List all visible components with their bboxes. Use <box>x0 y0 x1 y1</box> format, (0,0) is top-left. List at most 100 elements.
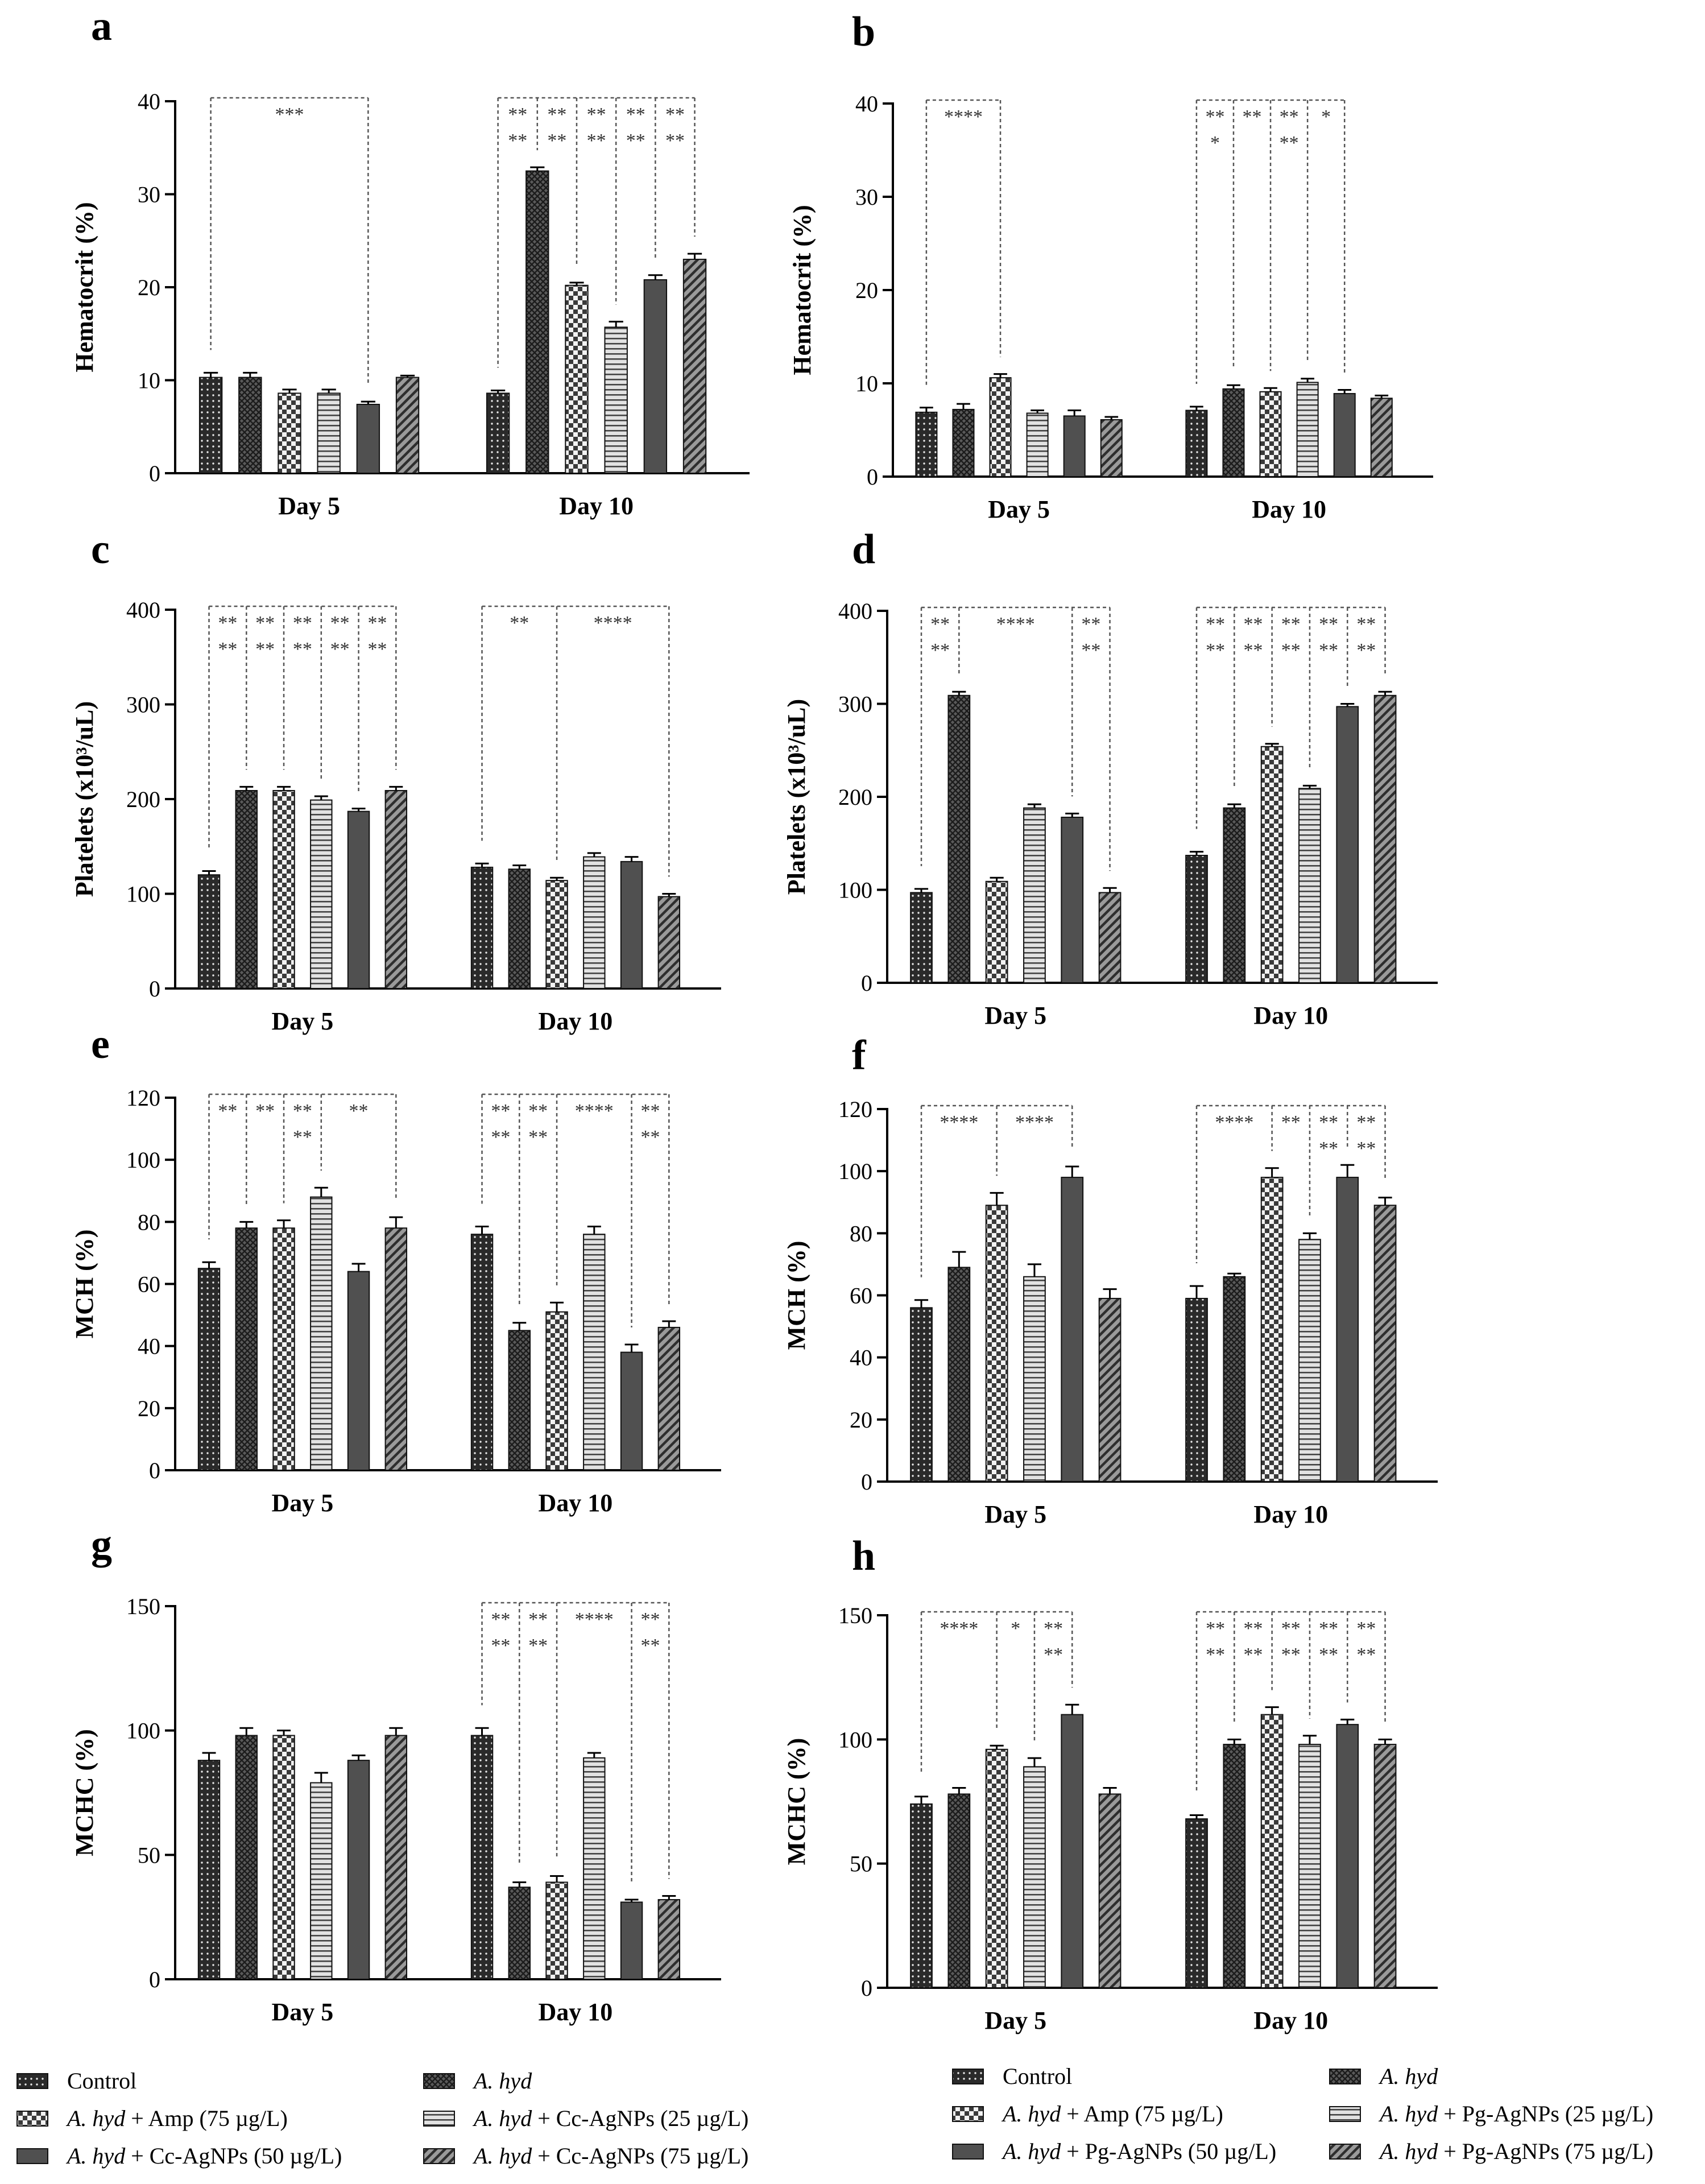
bar <box>1298 1744 1321 1988</box>
significance-stars: ** <box>491 1127 510 1148</box>
bar <box>1373 694 1397 984</box>
y-tick-label: 40 <box>855 91 878 117</box>
y-tick-label: 400 <box>126 597 160 623</box>
y-tick-label: 20 <box>850 1407 872 1433</box>
bar <box>238 377 262 474</box>
bar <box>1098 1793 1122 1988</box>
bar <box>272 1735 295 1980</box>
y-axis-label: MCH (%) <box>783 1241 810 1350</box>
y-tick-label: 100 <box>126 882 160 907</box>
significance-stars: ** <box>1356 1138 1376 1159</box>
bar <box>657 1899 681 1980</box>
y-tick-label: 20 <box>138 275 160 300</box>
bar <box>952 408 975 477</box>
significance-stars: * <box>1011 1618 1020 1639</box>
y-tick-label: 20 <box>855 278 878 303</box>
bar <box>347 810 370 990</box>
bar <box>545 1311 568 1471</box>
bar <box>657 896 681 989</box>
panel-label: g <box>91 1521 112 1568</box>
significance-stars: ** <box>626 104 645 125</box>
significance-stars: * <box>1210 133 1220 154</box>
bar <box>1185 1818 1208 1988</box>
bar <box>947 694 971 984</box>
x-category-label: Day 10 <box>559 492 634 520</box>
x-category-label: Day 10 <box>1253 1002 1328 1029</box>
significance-stars: ** <box>1356 1644 1376 1665</box>
bar <box>947 1793 971 1988</box>
significance-stars: ** <box>640 1101 660 1122</box>
significance-stars: ** <box>930 614 950 635</box>
significance-stars: ** <box>1319 1112 1338 1133</box>
bar <box>915 411 938 478</box>
bar <box>198 377 223 474</box>
bar <box>384 790 408 989</box>
bar <box>235 1227 258 1471</box>
significance-stars: ** <box>510 613 529 634</box>
legend-label-italic: A. hyd <box>472 2106 532 2131</box>
bar <box>565 284 589 474</box>
significance-stars: ** <box>1319 1138 1338 1159</box>
legend-label-italic: A. hyd <box>1001 2101 1061 2127</box>
bar <box>1061 1177 1084 1482</box>
significance-stars: *** <box>275 104 304 125</box>
significance-stars: **** <box>1215 1112 1253 1133</box>
y-axis-label: Platelets (x10³/uL) <box>71 701 98 897</box>
panel-label: e <box>91 1021 110 1068</box>
significance-stars: ** <box>367 639 387 660</box>
bar <box>470 1735 494 1980</box>
y-tick-label: 10 <box>138 368 160 394</box>
panel-label: h <box>852 1533 875 1579</box>
legend-label-italic: A. hyd <box>65 2143 126 2169</box>
y-axis-label: MCHC (%) <box>71 1729 98 1856</box>
legend-label-text: + Cc-AgNPs (75 µg/L) <box>532 2143 748 2169</box>
bar <box>947 1267 971 1482</box>
bar <box>1373 1205 1397 1482</box>
y-axis-label: Hematocrit (%) <box>71 202 98 372</box>
significance-stars: ** <box>528 1609 548 1630</box>
significance-stars: ** <box>508 104 527 125</box>
significance-stars: ** <box>1206 1618 1225 1639</box>
y-tick-label: 100 <box>838 878 872 903</box>
y-tick-label: 30 <box>855 184 878 210</box>
bar <box>1333 393 1356 477</box>
legend-label: A. hyd + Pg-AgNPs (25 µg/L) <box>1378 2101 1653 2127</box>
y-tick-label: 60 <box>850 1283 872 1309</box>
y-tick-label: 100 <box>126 1718 160 1744</box>
bar <box>508 1887 531 1980</box>
significance-stars: **** <box>594 613 632 634</box>
bar <box>384 1735 408 1980</box>
y-tick-label: 0 <box>861 1469 872 1495</box>
legend-swatch <box>952 2069 984 2084</box>
bar <box>985 1748 1008 1989</box>
significance-stars: ** <box>1319 1618 1338 1639</box>
bar <box>1061 1714 1084 1989</box>
significance-stars: ** <box>491 1101 510 1122</box>
bar <box>508 868 531 989</box>
y-tick-label: 30 <box>138 182 160 208</box>
significance-stars: ** <box>587 130 606 151</box>
legend-label-italic: A. hyd <box>472 2068 532 2094</box>
legend-label: A. hyd + Cc-AgNPs (75 µg/L) <box>472 2143 748 2169</box>
significance-stars: ** <box>491 1635 510 1656</box>
significance-stars: ** <box>367 613 387 634</box>
bar <box>395 377 420 474</box>
significance-stars: ** <box>626 130 645 151</box>
significance-stars: ** <box>1044 1618 1063 1639</box>
significance-stars: **** <box>940 1112 978 1133</box>
bar <box>657 1326 681 1471</box>
significance-stars: ** <box>1319 614 1338 635</box>
bar <box>910 892 933 984</box>
bar <box>310 1782 333 1980</box>
bar <box>1061 816 1084 983</box>
significance-stars: ** <box>1280 106 1299 127</box>
legend-label: A. hyd + Amp (75 µg/L) <box>65 2106 288 2131</box>
y-tick-label: 50 <box>850 1851 872 1877</box>
significance-stars: ** <box>1206 640 1225 661</box>
significance-stars: ** <box>665 104 685 125</box>
significance-stars: ** <box>1205 106 1224 127</box>
y-tick-label: 300 <box>838 692 872 717</box>
bar <box>1336 1724 1359 1988</box>
